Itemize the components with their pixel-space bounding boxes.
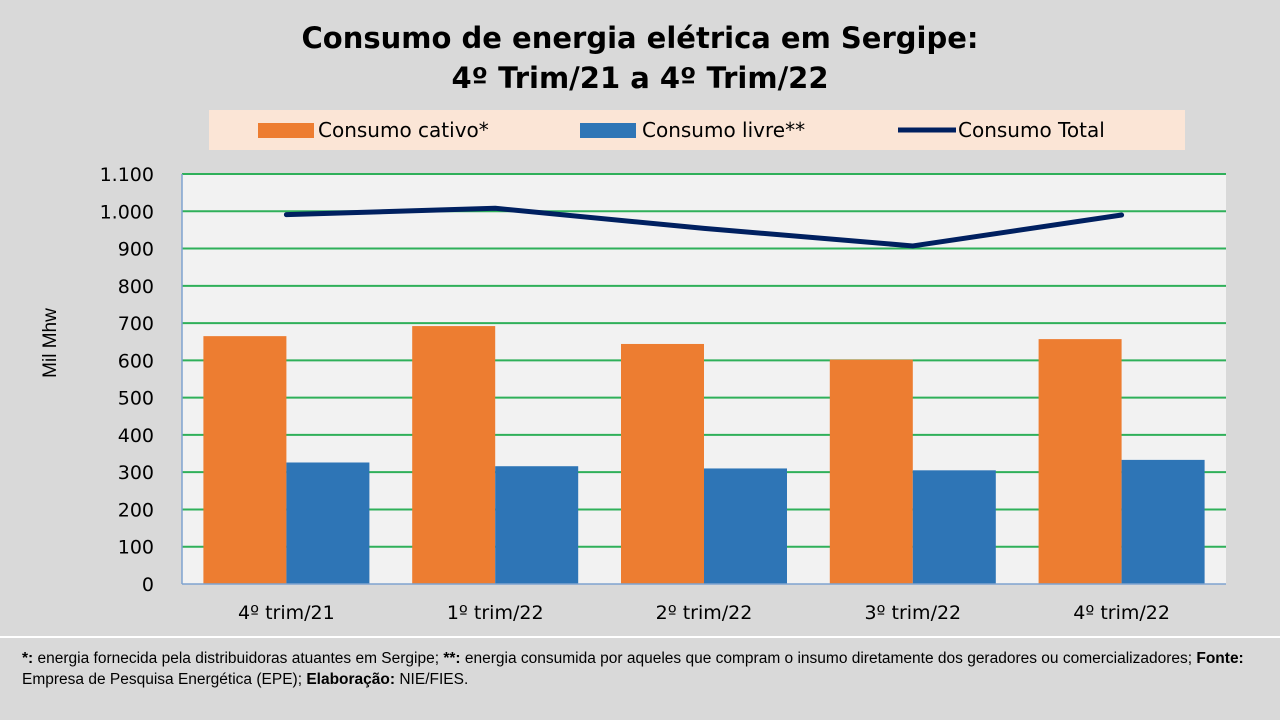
y-tick-label: 1.000 (100, 201, 154, 223)
y-tick-label: 0 (142, 574, 154, 596)
bar-livre (286, 462, 370, 584)
bar-cativo (829, 359, 913, 584)
x-tick-label: 4º trim/21 (238, 602, 335, 624)
footnote-text-1: energia fornecida pela distribuidoras at… (33, 650, 444, 667)
legend-background (209, 110, 1185, 150)
bar-cativo (1038, 339, 1122, 584)
y-tick-label: 800 (118, 276, 154, 298)
bar-livre (704, 468, 787, 584)
bar-livre (912, 470, 996, 584)
footnote-label-elaboration: Elaboração: (306, 671, 396, 688)
y-tick-label: 200 (118, 499, 154, 521)
legend-label-livre: Consumo livre** (642, 118, 805, 142)
y-tick-label: 400 (118, 425, 154, 447)
y-tick-label: 300 (118, 462, 154, 484)
bar-cativo (621, 343, 704, 584)
bar-cativo (412, 326, 496, 584)
bar-livre (1121, 459, 1205, 584)
y-tick-label: 500 (118, 388, 154, 410)
x-tick-label: 3º trim/22 (864, 602, 961, 624)
footnote-label-2: **: (443, 650, 461, 667)
footnote-text-source: Empresa de Pesquisa Energética (EPE); (22, 671, 307, 688)
chart: Consumo de energia elétrica em Sergipe: … (40, 21, 1226, 624)
y-axis-label: Mil Mhw (40, 308, 61, 378)
footnote-text-elaboration: NIE/FIES. (395, 671, 469, 688)
y-tick-label: 100 (118, 537, 154, 559)
y-tick-label: 700 (118, 313, 154, 335)
legend-label-cativo: Consumo cativo* (318, 118, 489, 142)
footnote-label-source: Fonte: (1196, 650, 1244, 667)
footnote-label-1: *: (22, 650, 34, 667)
y-tick-label: 1.100 (100, 164, 154, 186)
bar-livre (495, 466, 579, 584)
bar-cativo (203, 336, 287, 584)
y-tick-label: 600 (118, 350, 154, 372)
chart-title-line-2: 4º Trim/21 a 4º Trim/22 (451, 61, 828, 95)
x-tick-label: 4º trim/22 (1073, 602, 1170, 624)
legend-swatch-cativo (258, 123, 314, 138)
y-tick-label: 900 (118, 239, 154, 261)
footnote-text-2: energia consumida por aqueles que compra… (460, 650, 1197, 667)
chart-title-line-1: Consumo de energia elétrica em Sergipe: (302, 21, 979, 55)
footnote: *: energia fornecida pela distribuidoras… (0, 636, 1280, 720)
legend-swatch-livre (580, 123, 636, 138)
x-tick-label: 1º trim/22 (447, 602, 544, 624)
legend: Consumo cativo* Consumo livre** Consumo … (209, 110, 1185, 150)
legend-label-total: Consumo Total (958, 118, 1105, 142)
x-tick-label: 2º trim/22 (656, 602, 753, 624)
